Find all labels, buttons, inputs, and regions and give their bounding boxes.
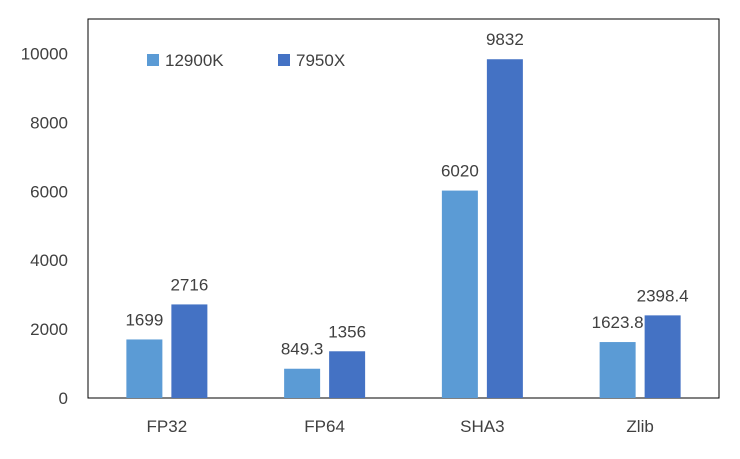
data-label: 2716	[170, 275, 208, 294]
y-axis: 0 2000 4000 6000 8000 10000	[21, 44, 68, 408]
data-label: 9832	[486, 30, 524, 49]
bar-12900K-FP64	[284, 368, 321, 398]
data-label: 1699	[125, 310, 163, 329]
bar-7950X-FP64	[329, 351, 366, 398]
x-tick-label: FP32	[147, 417, 188, 436]
bar-7950X-FP32	[171, 304, 208, 398]
x-axis: FP32 FP64 SHA3 Zlib	[147, 417, 654, 436]
y-tick-label: 10000	[21, 44, 68, 63]
bar-12900K-Zlib	[599, 342, 636, 398]
y-tick-label: 4000	[30, 251, 68, 270]
legend-label: 12900K	[165, 51, 224, 70]
legend: 12900K 7950X	[147, 51, 345, 70]
x-tick-label: Zlib	[626, 417, 653, 436]
data-label: 1623.8	[592, 313, 644, 332]
data-label: 2398.4	[637, 286, 689, 305]
data-label: 849.3	[281, 340, 324, 359]
bar-7950X-Zlib	[644, 315, 681, 398]
data-label: 6020	[441, 162, 479, 181]
y-tick-label: 8000	[30, 113, 68, 132]
legend-label: 7950X	[296, 51, 345, 70]
y-tick-label: 0	[59, 389, 68, 408]
data-label: 1356	[328, 322, 366, 341]
y-tick-label: 2000	[30, 320, 68, 339]
bars-group	[126, 59, 681, 398]
bar-12900K-FP32	[126, 339, 163, 398]
legend-swatch	[147, 54, 159, 66]
x-tick-label: FP64	[304, 417, 345, 436]
legend-swatch	[278, 54, 290, 66]
x-tick-label: SHA3	[460, 417, 504, 436]
plot-area-border	[87, 18, 720, 399]
bar-12900K-SHA3	[441, 190, 478, 398]
bar-7950X-SHA3	[486, 59, 523, 398]
y-tick-label: 6000	[30, 182, 68, 201]
